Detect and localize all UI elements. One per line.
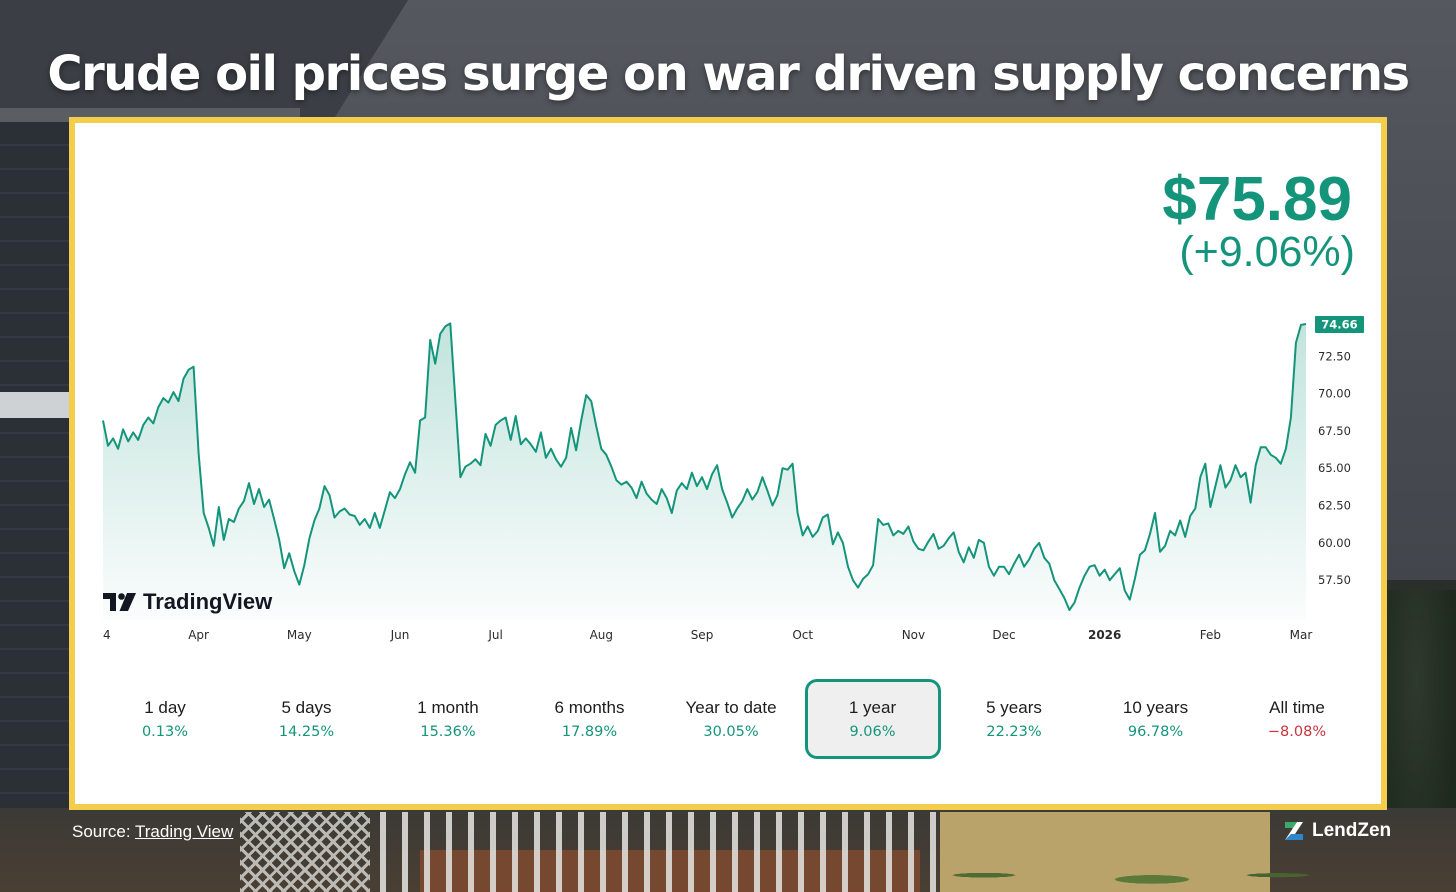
last-price-label: 74.66 [1321,318,1357,332]
background-lattice [240,812,370,892]
x-tick-label: Feb [1200,628,1221,642]
period-selector: 1 day 0.13% 5 days 14.25% 1 month 15.36% 6 mon… [97,679,1365,759]
x-tick-label: 4 [103,628,111,642]
period-option[interactable]: 1 day 0.13% [97,679,233,759]
period-label: 6 months [554,698,625,717]
period-option[interactable]: 6 months 17.89% [522,679,658,759]
period-change: 22.23% [986,724,1042,740]
period-label: All time [1269,698,1325,717]
source-link[interactable]: Trading View [135,822,234,841]
tradingview-icon [103,593,136,611]
source-prefix: Source: [72,822,136,841]
headline: Crude oil prices surge on war driven sup… [47,46,1410,102]
x-tick-label: Mar [1290,628,1313,642]
period-change: 17.89% [561,724,618,740]
current-price: $75.89 [1162,165,1352,234]
y-tick-label: 67.50 [1318,424,1351,438]
background-shrubs [900,850,1320,892]
lendzen-logo-icon [1285,822,1303,840]
period-option[interactable]: 1 year 9.06% [804,679,941,759]
x-tick-label: May [287,628,312,642]
x-tick-label: Aug [590,628,613,642]
price-change-percent: (+9.06%) [1179,228,1355,276]
period-option[interactable]: Year to date 30.05% [663,679,799,759]
period-change: 96.78% [1127,724,1184,740]
period-label: 5 days [281,698,332,717]
period-change: −8.08% [1267,724,1327,740]
x-tick-label: Oct [792,628,813,642]
x-tick-label: 2026 [1088,628,1121,642]
lendzen-brand: LendZen [1283,820,1391,842]
period-option[interactable]: 5 years 22.23% [946,679,1082,759]
background-railing [380,812,940,892]
period-change: 14.25% [278,724,335,740]
price-area-fill [103,323,1306,620]
period-label: 10 years [1122,698,1189,717]
period-label: 1 month [417,698,479,717]
chart-card: $75.89 (+9.06%) 57.50 60.00 62.50 65.00 67.5… [69,117,1387,810]
period-option[interactable]: 10 years 96.78% [1088,679,1224,759]
x-tick-label: Apr [188,628,209,642]
price-series-line[interactable] [102,322,1307,611]
y-tick-label: 65.00 [1318,461,1351,475]
period-option[interactable]: All time −8.08% [1229,679,1365,759]
period-change: 30.05% [703,724,759,740]
x-tick-label: Jun [390,628,410,642]
y-tick-label: 60.00 [1318,536,1351,550]
period-option[interactable]: 1 month 15.36% [380,679,516,759]
period-option[interactable]: 5 days 14.25% [239,679,375,759]
x-tick-label: Nov [902,628,925,642]
period-label: 5 years [986,698,1042,717]
last-price-badge [1315,316,1364,333]
period-change: 0.13% [141,724,189,740]
y-tick-label: 70.00 [1318,387,1351,401]
period-label: 1 day [144,698,186,717]
period-change: 9.06% [849,724,896,740]
background-trim-band [0,392,70,418]
period-label: 1 year [848,698,897,717]
x-tick-label: Sep [691,628,714,642]
period-label: Year to date [685,698,777,717]
x-tick-label: Dec [992,628,1015,642]
source-credit: Source: Trading View [72,822,233,842]
tradingview-wordmark: TradingView [143,589,273,614]
tradingview-logo: TradingView [103,589,272,615]
y-tick-label: 62.50 [1318,499,1351,513]
price-chart[interactable]: 57.50 60.00 62.50 65.00 67.50 70.00 72.50 4 Apr… [75,123,1381,683]
y-tick-label: 72.50 [1318,349,1351,363]
lendzen-wordmark: LendZen [1312,820,1392,841]
period-change: 15.36% [420,724,476,740]
y-tick-label: 57.50 [1318,573,1351,587]
x-tick-label: Jul [487,628,502,642]
